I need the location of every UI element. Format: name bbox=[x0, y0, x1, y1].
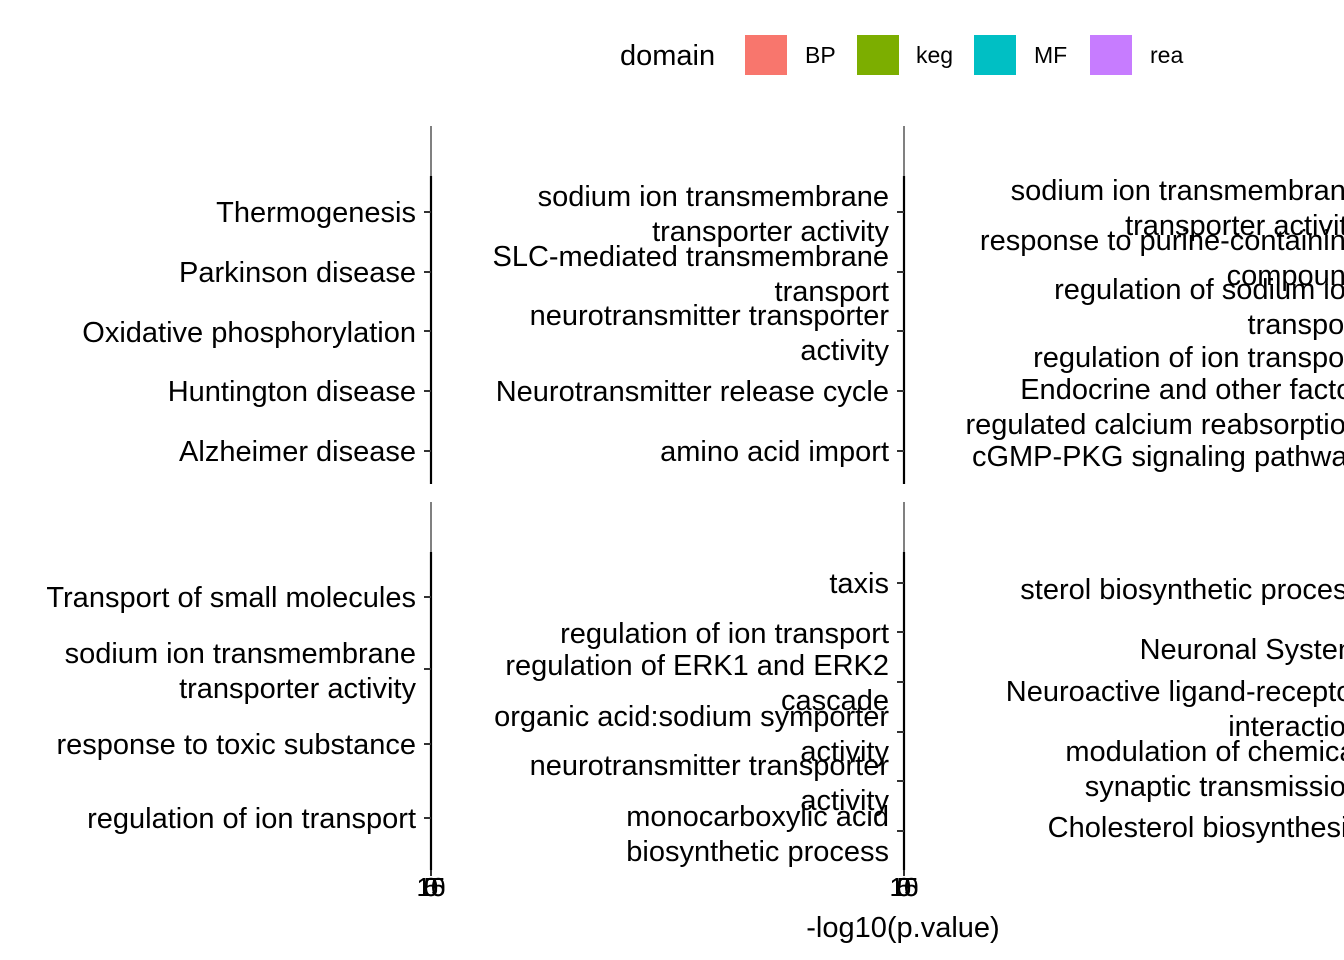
y-tick-label: response to purine-containingcompound bbox=[980, 225, 1344, 292]
y-tick-label: Neuroactive ligand-receptorinteraction bbox=[1006, 676, 1344, 743]
y-tick-label: sterol biosynthetic process bbox=[1020, 574, 1344, 606]
y-tick-label: regulation of ion transport bbox=[87, 803, 416, 835]
y-tick-label: Thermogenesis bbox=[216, 197, 416, 229]
y-tick-label: regulation of ion transport bbox=[1033, 342, 1344, 374]
y-tick-label: organic acid:sodium symporter activity bbox=[494, 701, 889, 768]
legend-label-keg: keg bbox=[916, 42, 953, 68]
y-tick-label: Neuronal System bbox=[1140, 634, 1344, 666]
y-tick-label: Parkinson disease bbox=[179, 257, 416, 289]
y-tick-label: regulation of ERK1 and ERK2 cascade bbox=[505, 650, 889, 717]
y-tick-label: regulation of ion transport bbox=[560, 618, 889, 650]
x-tick-label: 15 bbox=[417, 872, 446, 902]
legend-key-mf bbox=[974, 35, 1016, 75]
y-tick-label: modulation of chemical synaptic transmiss… bbox=[1065, 736, 1344, 803]
y-tick-label: Transport of small molecules bbox=[46, 582, 416, 614]
legend-label-bp: BP bbox=[805, 42, 836, 68]
facet-panels: Thermogenesis Parkinson disease Oxidative … bbox=[46, 126, 1344, 870]
x-tick-label: 5 bbox=[897, 872, 911, 902]
x-tick-label: 0 bbox=[424, 872, 438, 902]
y-tick-label: Endocrine and other factor bbox=[1020, 374, 1344, 406]
facet-panel-3: sodium ion transmembrane transporter acti… bbox=[965, 175, 1344, 473]
y-tick-label: neurotransmitter transporter activity bbox=[530, 750, 890, 817]
y-tick-label: regulated calcium reabsorption bbox=[965, 409, 1344, 441]
x-tick-label: 15 bbox=[890, 872, 919, 902]
facet-panel-5: taxis regulation of ion transportregulati… bbox=[494, 502, 906, 870]
y-tick-label: Oxidative phosphorylation bbox=[82, 317, 416, 349]
y-tick-label: sodium ion transmembrane transporter acti… bbox=[538, 181, 890, 248]
y-tick-label: neurotransmitter transporter activity bbox=[530, 300, 890, 367]
legend-label-rea: rea bbox=[1150, 42, 1183, 68]
legend-key-keg bbox=[857, 35, 899, 75]
legend: domain BP keg MF rea bbox=[620, 35, 1183, 75]
y-tick-label: response to toxic substance bbox=[57, 729, 416, 761]
x-tick-label: 10 bbox=[890, 872, 919, 902]
y-tick-label: cGMP-PKG signaling pathway bbox=[972, 441, 1344, 473]
facet-panel-4: Transport of small molecules sodium ion t… bbox=[46, 502, 433, 870]
y-tick-label: sodium ion transmembrane transporter acti… bbox=[1011, 175, 1344, 242]
facet-panel-2: sodium ion transmembrane transporter acti… bbox=[492, 126, 906, 484]
y-tick-label: taxis bbox=[829, 568, 889, 600]
legend-label-mf: MF bbox=[1034, 42, 1067, 68]
y-tick-label: Neurotransmitter release cycle bbox=[496, 376, 889, 408]
y-tick-label: SLC-mediated transmembrane transport bbox=[492, 241, 889, 308]
y-tick-label: monocarboxylic acid biosynthetic process bbox=[626, 801, 889, 868]
x-tick-label: 10 bbox=[417, 872, 446, 902]
y-tick-label: Alzheimer disease bbox=[179, 436, 416, 468]
y-tick-label: Huntington disease bbox=[168, 376, 416, 408]
legend-key-bp bbox=[745, 35, 787, 75]
y-tick-label: sodium ion transmembrane transporter acti… bbox=[65, 638, 417, 705]
facet-panel-6: sterol biosynthetic process Neuronal Syst… bbox=[1006, 574, 1344, 844]
legend-title: domain bbox=[620, 40, 715, 72]
legend-key-rea bbox=[1090, 35, 1132, 75]
facet-panel-1: Thermogenesis Parkinson disease Oxidative … bbox=[82, 126, 433, 484]
y-tick-label: amino acid import bbox=[660, 436, 889, 468]
x-tick-label: 0 bbox=[897, 872, 911, 902]
y-tick-label: Cholesterol biosynthesis bbox=[1048, 812, 1344, 844]
x-axis-title: -log10(p.value) bbox=[806, 912, 999, 944]
x-tick-label: 5 bbox=[424, 872, 438, 902]
